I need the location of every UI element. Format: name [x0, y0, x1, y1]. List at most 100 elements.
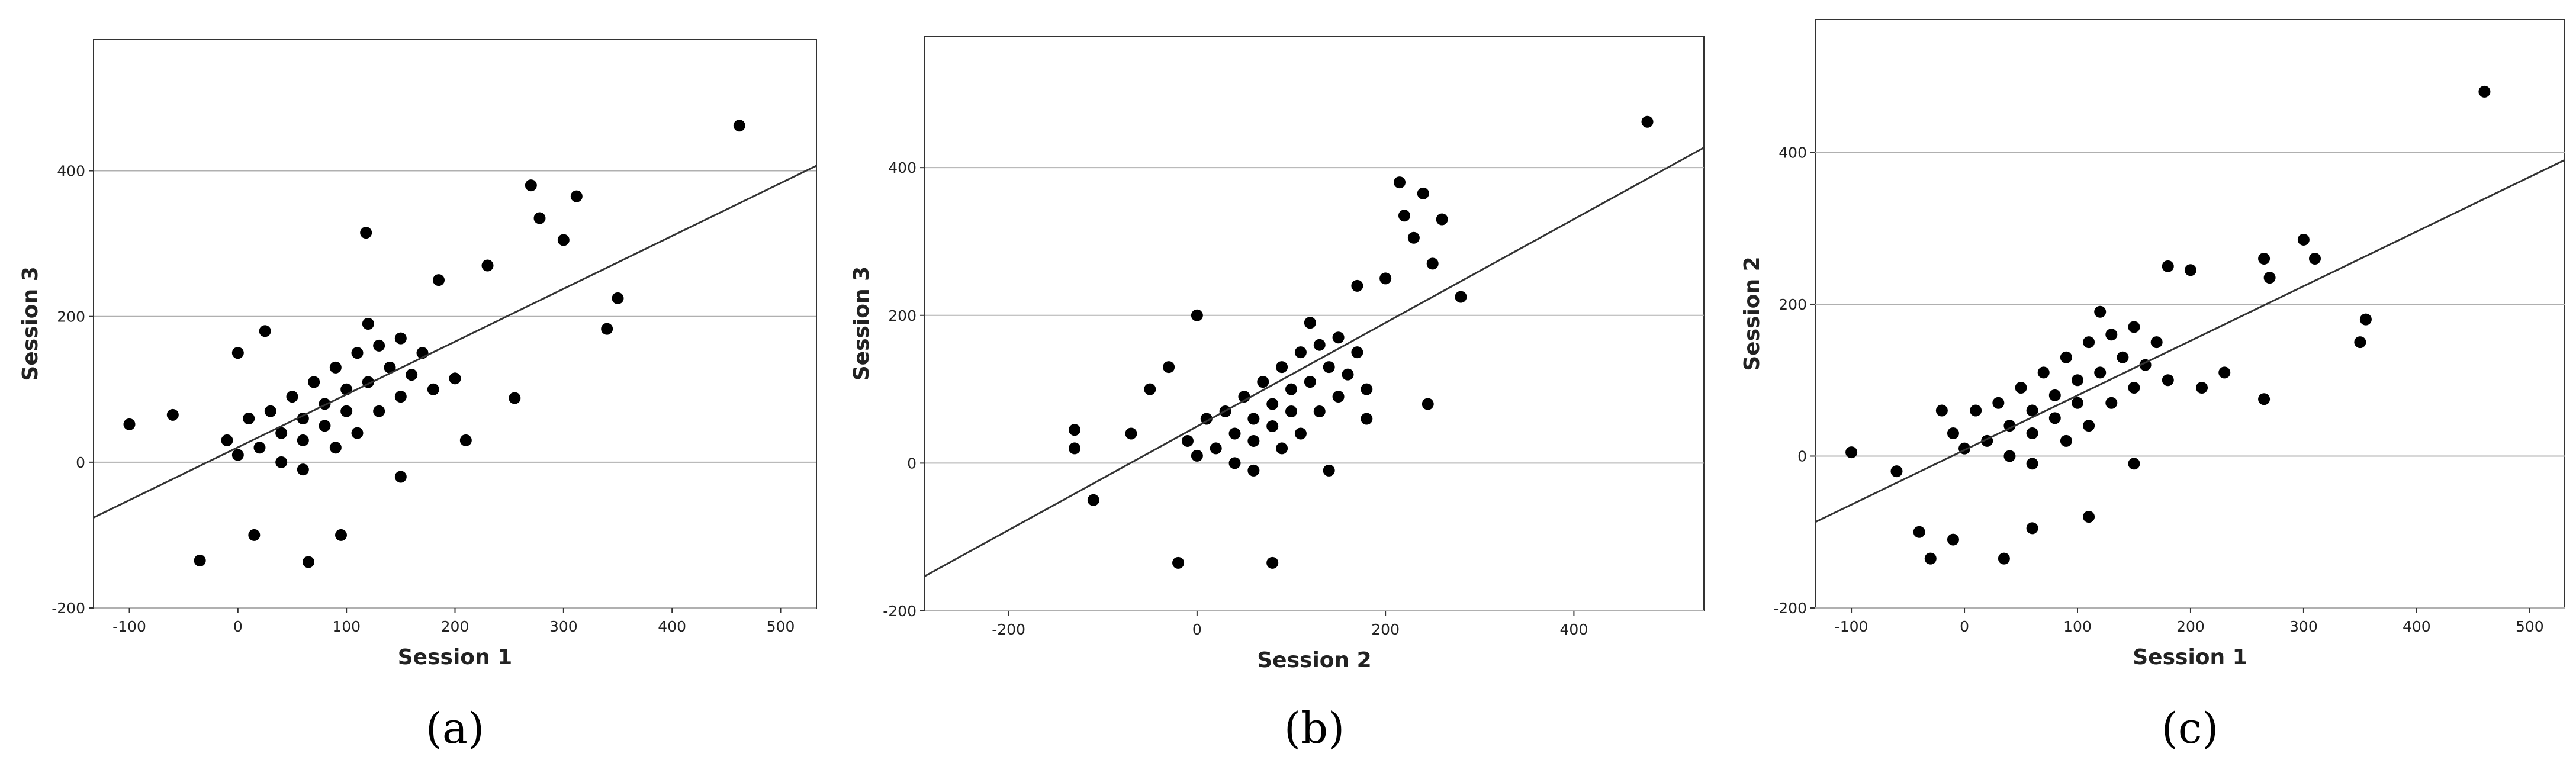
point: [166, 408, 179, 421]
point: [1294, 346, 1307, 359]
point: [1970, 404, 1982, 417]
point: [1313, 405, 1326, 418]
point: [1125, 427, 1137, 440]
point: [525, 179, 537, 192]
panel-caption: (b): [1284, 703, 1345, 753]
point: [1144, 383, 1156, 395]
point: [1172, 556, 1185, 569]
x-tick-label: 200: [441, 618, 469, 635]
point: [1304, 317, 1316, 329]
point: [123, 418, 136, 430]
x-axis-title: Session 2: [1257, 648, 1371, 672]
point: [2162, 260, 2174, 272]
point: [2072, 374, 2084, 387]
point: [2105, 329, 2118, 341]
point: [1913, 526, 1925, 538]
point: [2263, 272, 2276, 284]
point: [2048, 412, 2061, 424]
point: [427, 383, 439, 395]
point: [194, 555, 206, 566]
point: [1890, 465, 1903, 478]
point: [1266, 556, 1279, 569]
point: [360, 227, 372, 239]
point: [570, 190, 583, 202]
point: [1332, 331, 1345, 344]
y-axis-title: Session 3: [18, 266, 43, 381]
point: [2003, 450, 2016, 462]
point: [612, 292, 624, 304]
x-tick-label: 500: [2516, 618, 2544, 635]
point: [1191, 309, 1203, 321]
point: [1398, 210, 1410, 222]
x-tick-label: 500: [767, 618, 795, 635]
point: [557, 234, 570, 246]
point: [297, 413, 309, 424]
point: [1426, 257, 1439, 270]
point: [1845, 446, 1858, 459]
y-tick-label: -200: [1773, 600, 1807, 617]
point: [2184, 264, 2196, 276]
point: [2060, 434, 2072, 447]
point: [2297, 233, 2310, 246]
point: [329, 442, 342, 454]
y-tick-label: 200: [888, 307, 916, 324]
x-tick-label: -100: [1835, 618, 1869, 635]
point: [1200, 413, 1213, 425]
point: [297, 463, 309, 476]
points: [94, 120, 816, 568]
x-tick-label: 400: [1560, 621, 1588, 638]
point: [2478, 85, 2491, 98]
x-axis-title: Session 1: [398, 645, 512, 669]
point: [1361, 413, 1373, 425]
fit-line: [94, 165, 816, 519]
point: [248, 529, 261, 541]
point: [2258, 253, 2271, 265]
point: [2309, 253, 2321, 265]
point: [1394, 176, 1406, 189]
point: [2026, 404, 2038, 417]
point: [373, 405, 385, 417]
point: [2117, 351, 2129, 363]
point: [259, 325, 271, 337]
point: [394, 391, 407, 403]
point: [1069, 424, 1081, 436]
point: [264, 405, 276, 417]
point: [286, 391, 298, 403]
point: [1436, 213, 1448, 226]
point: [351, 347, 364, 359]
point: [2083, 420, 2095, 432]
point: [2354, 336, 2366, 349]
point: [459, 434, 472, 446]
panel: -200 0 200 400 -200 0 200 400 Session 2 Session 3…: [850, 36, 1705, 753]
point: [329, 361, 342, 374]
point: [1417, 187, 1429, 199]
y-axis-title: Session 3: [850, 266, 874, 381]
point: [1163, 361, 1175, 374]
x-tick-label: 200: [1371, 621, 1400, 638]
point: [1332, 391, 1345, 403]
point: [362, 318, 374, 330]
x-tick-label: -200: [992, 621, 1025, 638]
points: [925, 115, 1704, 577]
fit-line: [925, 147, 1704, 577]
point: [1266, 398, 1279, 410]
point: [1924, 552, 1937, 565]
point: [394, 471, 407, 483]
point: [733, 120, 745, 132]
point: [384, 361, 396, 374]
point: [1069, 442, 1081, 455]
x-tick-label: 100: [332, 618, 361, 635]
point: [1361, 383, 1373, 395]
fit-line: [1815, 159, 2565, 523]
x-tick-label: -100: [112, 618, 146, 635]
panel-caption: (c): [2162, 703, 2219, 753]
x-axis-title: Session 1: [2133, 645, 2247, 669]
point: [1407, 231, 1420, 244]
point: [2026, 522, 2038, 535]
panel: -200 0 200 400 -100 0 100 200 300 400 500 Session 1…: [18, 39, 817, 753]
point: [2218, 366, 2231, 379]
point: [2083, 336, 2095, 349]
y-tick-label: 400: [1779, 144, 1807, 161]
point: [2359, 313, 2372, 326]
